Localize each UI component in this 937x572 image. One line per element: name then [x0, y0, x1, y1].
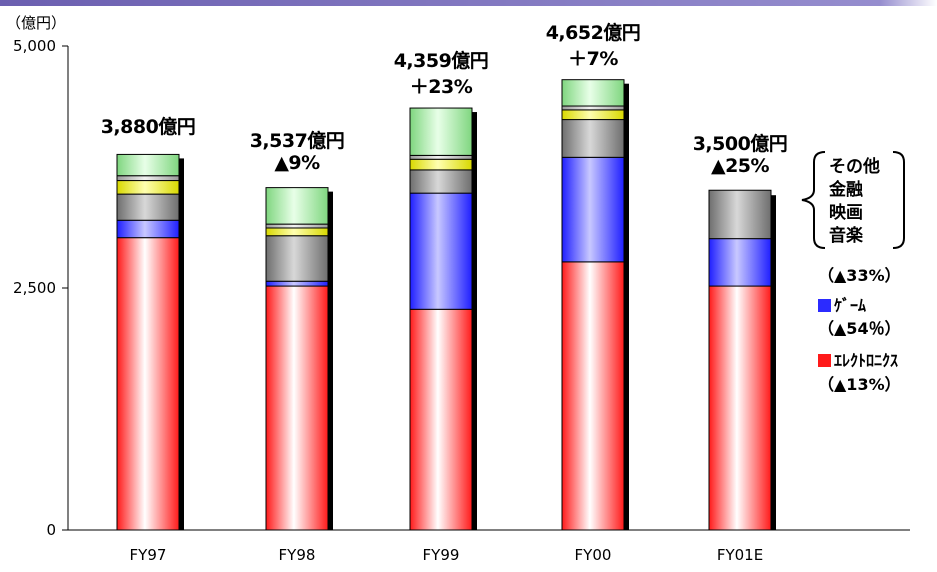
bar-segment-finance-fy00 — [561, 105, 625, 111]
bars-group — [116, 79, 776, 531]
y-tick-label: 5,000 — [13, 37, 56, 55]
legend-swatch-game — [818, 299, 831, 312]
legend-swatch-electronics — [818, 354, 831, 367]
bar-segment-music-fy98 — [265, 235, 329, 282]
bar-segment-other-fy98 — [265, 187, 329, 225]
legend-item-game: ｹﾞｰﾑ — [818, 292, 866, 316]
legend-game-change: （▲54％） — [818, 319, 901, 338]
bar-segment-game-fy00 — [561, 156, 625, 263]
y-tick-label: 2,500 — [13, 279, 56, 297]
legend-bracket — [801, 151, 905, 249]
bar-segment-electronics-fy99 — [409, 308, 473, 531]
bar-segment-other-fy99 — [409, 107, 473, 156]
bar-segment-music-fy99 — [409, 169, 473, 194]
bar-segment-music-fy01e — [708, 189, 772, 240]
bar-change-label: ▲9% — [274, 151, 320, 174]
bar-total-label: 3,500億円 — [692, 133, 788, 156]
legend-label-game: ｹﾞｰﾑ — [834, 296, 867, 315]
bar-change-label: ＋7% — [568, 47, 618, 70]
bar-segment-music-fy97 — [116, 193, 180, 221]
bar-total-label: 3,880億円 — [100, 116, 196, 139]
x-tick-label: FY00 — [574, 546, 612, 564]
bar-segment-finance-fy98 — [265, 223, 329, 229]
bar-total-label: 3,537億円 — [249, 129, 345, 152]
bar-segment-electronics-fy01e — [708, 285, 772, 531]
legend-item-electronics: ｴﾚｸﾄﾛﾆｸｽ — [818, 347, 898, 371]
bar-segment-movie-fy00 — [561, 109, 625, 121]
y-tick-marks — [62, 45, 68, 531]
bar-segment-game-fy01e — [708, 238, 772, 287]
x-tick-label: FY98 — [278, 546, 316, 564]
legend-group-line-movie: 映画 — [829, 203, 863, 223]
legend-group-line-music: 音楽 — [829, 226, 863, 246]
bar-segment-other-fy00 — [561, 79, 625, 107]
bar-segment-game-fy97 — [116, 219, 180, 239]
x-tick-label: FY99 — [422, 546, 460, 564]
bar-segment-electronics-fy00 — [561, 261, 625, 531]
bar-total-label: 4,652億円 — [545, 21, 641, 44]
legend-electronics-change: （▲13%） — [818, 375, 901, 394]
bar-segment-movie-fy99 — [409, 158, 473, 171]
bar-segment-electronics-fy98 — [265, 285, 329, 531]
header-rule-fade — [880, 0, 937, 6]
y-tick-label: 0 — [46, 521, 56, 539]
header-rule — [0, 0, 937, 6]
bar-segment-electronics-fy97 — [116, 237, 180, 531]
y-axis-unit-label: （億円） — [6, 14, 67, 32]
legend-group-line-other: その他 — [829, 157, 880, 177]
x-tick-label: FY97 — [129, 546, 167, 564]
bar-segment-music-fy00 — [561, 119, 625, 158]
bar-segment-game-fy98 — [265, 280, 329, 287]
bar-total-label: 4,359億円 — [393, 50, 489, 73]
bar-segment-finance-fy97 — [116, 175, 180, 182]
x-tick-label: FY01E — [716, 546, 764, 564]
bar-segment-movie-fy97 — [116, 180, 180, 195]
bar-segment-game-fy99 — [409, 192, 473, 310]
legend-group-change: （▲33%） — [818, 266, 901, 285]
bar-segment-finance-fy99 — [409, 154, 473, 160]
bar-segment-movie-fy98 — [265, 227, 329, 237]
bar-segment-other-fy97 — [116, 153, 180, 177]
legend-label-electronics: ｴﾚｸﾄﾛﾆｸｽ — [834, 351, 899, 370]
bar-change-label: ＋23% — [409, 76, 473, 99]
legend-group-line-finance: 金融 — [829, 180, 863, 200]
bar-change-label: ▲25% — [710, 155, 770, 178]
